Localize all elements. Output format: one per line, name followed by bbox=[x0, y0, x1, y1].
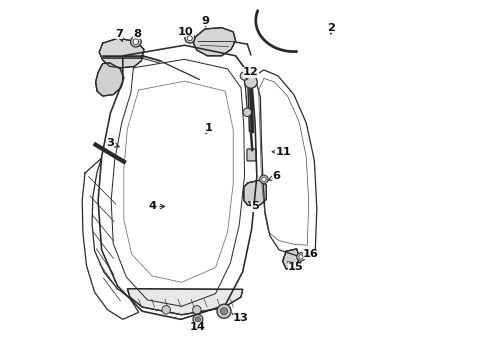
Text: 9: 9 bbox=[201, 15, 209, 27]
Circle shape bbox=[193, 314, 203, 324]
Circle shape bbox=[220, 308, 227, 315]
Circle shape bbox=[298, 255, 303, 259]
Circle shape bbox=[192, 306, 201, 314]
Circle shape bbox=[219, 306, 228, 314]
Text: 10: 10 bbox=[177, 27, 193, 37]
Circle shape bbox=[162, 306, 170, 314]
Circle shape bbox=[184, 33, 194, 43]
Circle shape bbox=[244, 76, 257, 88]
Text: 6: 6 bbox=[268, 171, 280, 181]
Text: 8: 8 bbox=[133, 28, 141, 42]
Circle shape bbox=[240, 72, 248, 80]
Circle shape bbox=[133, 39, 139, 45]
Text: 5: 5 bbox=[248, 202, 259, 211]
Text: 7: 7 bbox=[115, 28, 123, 42]
Polygon shape bbox=[96, 63, 123, 96]
Text: 14: 14 bbox=[190, 323, 205, 333]
Circle shape bbox=[259, 175, 267, 184]
Circle shape bbox=[195, 317, 200, 322]
Text: 2: 2 bbox=[326, 23, 334, 34]
Polygon shape bbox=[127, 289, 242, 315]
Circle shape bbox=[261, 177, 265, 181]
Text: 12: 12 bbox=[243, 67, 258, 78]
Circle shape bbox=[130, 36, 141, 47]
Text: 1: 1 bbox=[204, 123, 212, 134]
Text: 16: 16 bbox=[302, 249, 318, 259]
Text: 11: 11 bbox=[272, 147, 290, 157]
Polygon shape bbox=[244, 180, 266, 206]
Text: 3: 3 bbox=[105, 138, 119, 148]
Text: 15: 15 bbox=[287, 262, 303, 273]
Circle shape bbox=[243, 108, 251, 117]
Polygon shape bbox=[99, 38, 143, 68]
Circle shape bbox=[296, 253, 305, 261]
Text: 4: 4 bbox=[148, 202, 164, 211]
Circle shape bbox=[187, 36, 192, 41]
Text: 13: 13 bbox=[232, 312, 248, 323]
Polygon shape bbox=[282, 249, 299, 269]
FancyBboxPatch shape bbox=[246, 149, 256, 161]
Polygon shape bbox=[193, 28, 235, 56]
Circle shape bbox=[217, 304, 231, 318]
